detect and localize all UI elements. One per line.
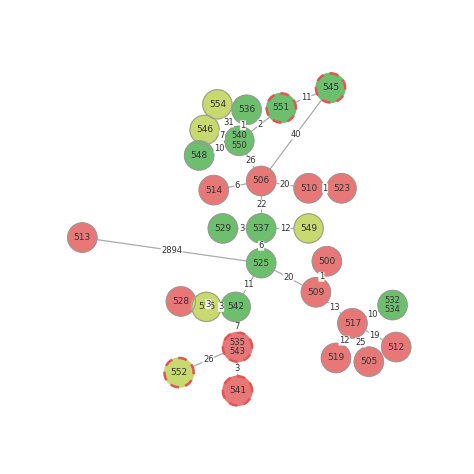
Text: 548: 548 [191, 151, 208, 160]
Circle shape [378, 291, 407, 319]
Circle shape [223, 332, 252, 362]
Text: 1: 1 [240, 121, 246, 130]
Text: 519: 519 [328, 354, 345, 363]
Text: 546: 546 [196, 126, 213, 134]
Text: 13: 13 [329, 303, 339, 312]
Circle shape [184, 141, 214, 170]
Circle shape [246, 248, 276, 278]
Text: 513: 513 [74, 233, 91, 242]
Text: 7: 7 [219, 131, 225, 140]
Text: 532
534: 532 534 [384, 296, 401, 314]
Circle shape [203, 90, 232, 119]
Text: 1: 1 [319, 272, 324, 281]
Circle shape [68, 223, 97, 252]
Text: 11: 11 [301, 93, 311, 102]
Circle shape [208, 214, 237, 243]
Text: 506: 506 [253, 176, 270, 185]
Text: 500: 500 [318, 257, 336, 266]
Circle shape [338, 309, 367, 338]
Text: 19: 19 [369, 331, 380, 340]
Circle shape [164, 358, 194, 387]
Text: 1: 1 [322, 184, 328, 193]
Circle shape [382, 332, 411, 362]
Circle shape [312, 246, 341, 276]
Circle shape [294, 173, 323, 203]
Text: 2894: 2894 [161, 246, 182, 255]
Text: 20: 20 [283, 273, 294, 282]
Text: 549: 549 [300, 224, 317, 233]
Text: 10: 10 [367, 310, 378, 319]
Circle shape [246, 214, 276, 243]
Text: 525: 525 [253, 259, 270, 268]
Text: 536: 536 [238, 105, 255, 114]
Circle shape [316, 73, 345, 102]
Text: 26: 26 [245, 156, 255, 165]
Text: 529: 529 [214, 224, 231, 233]
Circle shape [199, 175, 228, 205]
Text: 554: 554 [209, 100, 226, 109]
Text: 523: 523 [333, 184, 350, 193]
Circle shape [232, 95, 261, 124]
Text: 2: 2 [258, 120, 263, 129]
Circle shape [192, 292, 221, 321]
Text: 541: 541 [229, 386, 246, 395]
Circle shape [267, 93, 296, 123]
Text: 6: 6 [235, 181, 240, 190]
Circle shape [221, 292, 250, 321]
Circle shape [321, 343, 351, 373]
Text: 12: 12 [339, 336, 349, 345]
Text: 509: 509 [307, 288, 325, 297]
Text: 512: 512 [388, 343, 405, 352]
Text: 31: 31 [223, 118, 234, 127]
Text: 3: 3 [219, 302, 224, 311]
Text: 517: 517 [344, 319, 361, 328]
Text: 20: 20 [280, 180, 290, 189]
Text: 555: 555 [198, 302, 215, 311]
Text: 6: 6 [258, 241, 264, 250]
Circle shape [301, 278, 330, 307]
Text: 26: 26 [203, 356, 214, 365]
Circle shape [294, 214, 323, 243]
Text: 10: 10 [214, 144, 225, 153]
Text: 552: 552 [171, 368, 188, 377]
Text: 7: 7 [234, 322, 239, 331]
Circle shape [246, 166, 276, 196]
Text: 514: 514 [205, 186, 222, 195]
Text: 535
543: 535 543 [229, 337, 246, 356]
Text: 505: 505 [360, 357, 377, 366]
Text: 3: 3 [206, 300, 211, 309]
Circle shape [166, 287, 195, 316]
Text: 528: 528 [173, 297, 190, 306]
Text: 11: 11 [243, 281, 254, 290]
Circle shape [354, 347, 383, 376]
Text: 3: 3 [235, 365, 240, 374]
Text: 545: 545 [322, 83, 339, 92]
Text: 510: 510 [300, 184, 317, 193]
Text: 540
550: 540 550 [231, 131, 247, 150]
Circle shape [190, 115, 219, 145]
Text: 40: 40 [291, 130, 301, 139]
Text: 537: 537 [253, 224, 270, 233]
Text: 25: 25 [356, 338, 366, 347]
Circle shape [225, 126, 254, 155]
Text: 551: 551 [273, 103, 290, 112]
Text: 22: 22 [256, 200, 266, 209]
Circle shape [327, 173, 356, 203]
Text: 12: 12 [280, 224, 290, 233]
Text: 542: 542 [227, 302, 244, 311]
Text: 3: 3 [239, 224, 245, 233]
Circle shape [223, 376, 252, 405]
